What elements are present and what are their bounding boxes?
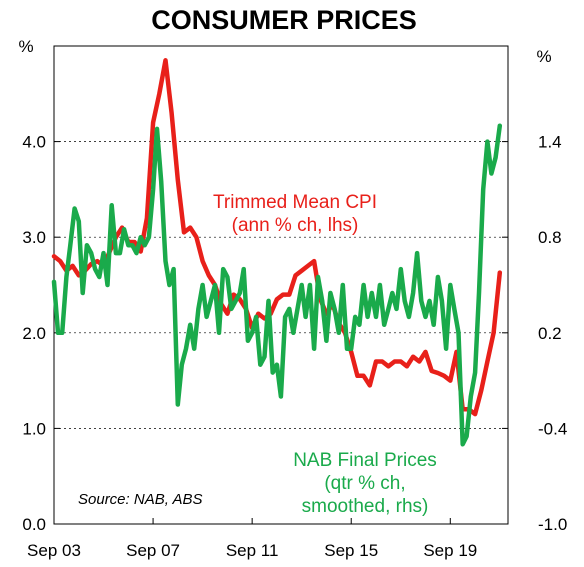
nab-annotation-line: NAB Final Prices: [293, 450, 437, 471]
x-tick-label: Sep 03: [27, 541, 81, 560]
left-tick-label: 4.0: [22, 133, 46, 152]
left-tick-label: 2.0: [22, 324, 46, 343]
nab-final-prices-line: [51, 123, 503, 447]
x-axis: Sep 03 Sep 07 Sep 11 Sep 15 Sep 19: [27, 518, 477, 560]
chart-title: CONSUMER PRICES: [151, 5, 417, 35]
right-axis: -1.0 -0.4 0.2 0.8 1.4%: [502, 47, 567, 534]
x-tick-label: Sep 11: [226, 541, 279, 560]
source-note: Source: NAB, ABS: [78, 491, 203, 508]
series-lines: [51, 58, 503, 447]
x-tick-label: Sep 15: [324, 541, 378, 560]
series-annotations: Trimmed Mean CPI(ann % ch, lhs) NAB Final…: [213, 192, 437, 517]
right-tick-label: -0.4: [538, 419, 567, 438]
left-tick-label: 0.0: [22, 515, 46, 534]
cpi-annotation-line: (ann % ch, lhs): [232, 215, 359, 236]
x-tick-label: Sep 07: [126, 541, 180, 560]
right-tick-label: 0.2: [538, 324, 562, 343]
nab-annotation-line: smoothed, rhs): [302, 496, 429, 517]
gridlines: [54, 141, 508, 429]
left-tick-label: 3.0: [22, 228, 46, 247]
left-axis-unit: %: [18, 37, 33, 56]
right-axis-unit: %: [536, 47, 551, 66]
nab-annotation-line: (qtr % ch,: [324, 473, 405, 494]
right-tick-label: 1.4: [538, 133, 562, 152]
left-tick-label: 1.0: [22, 419, 46, 438]
x-tick-label: Sep 19: [423, 541, 477, 560]
right-tick-label: 0.8: [538, 228, 562, 247]
right-tick-label: -1.0: [538, 515, 567, 534]
left-axis: 0.0 1.0 2.0 3.0 4.0%: [18, 37, 60, 534]
cpi-annotation-line: Trimmed Mean CPI: [213, 192, 377, 213]
